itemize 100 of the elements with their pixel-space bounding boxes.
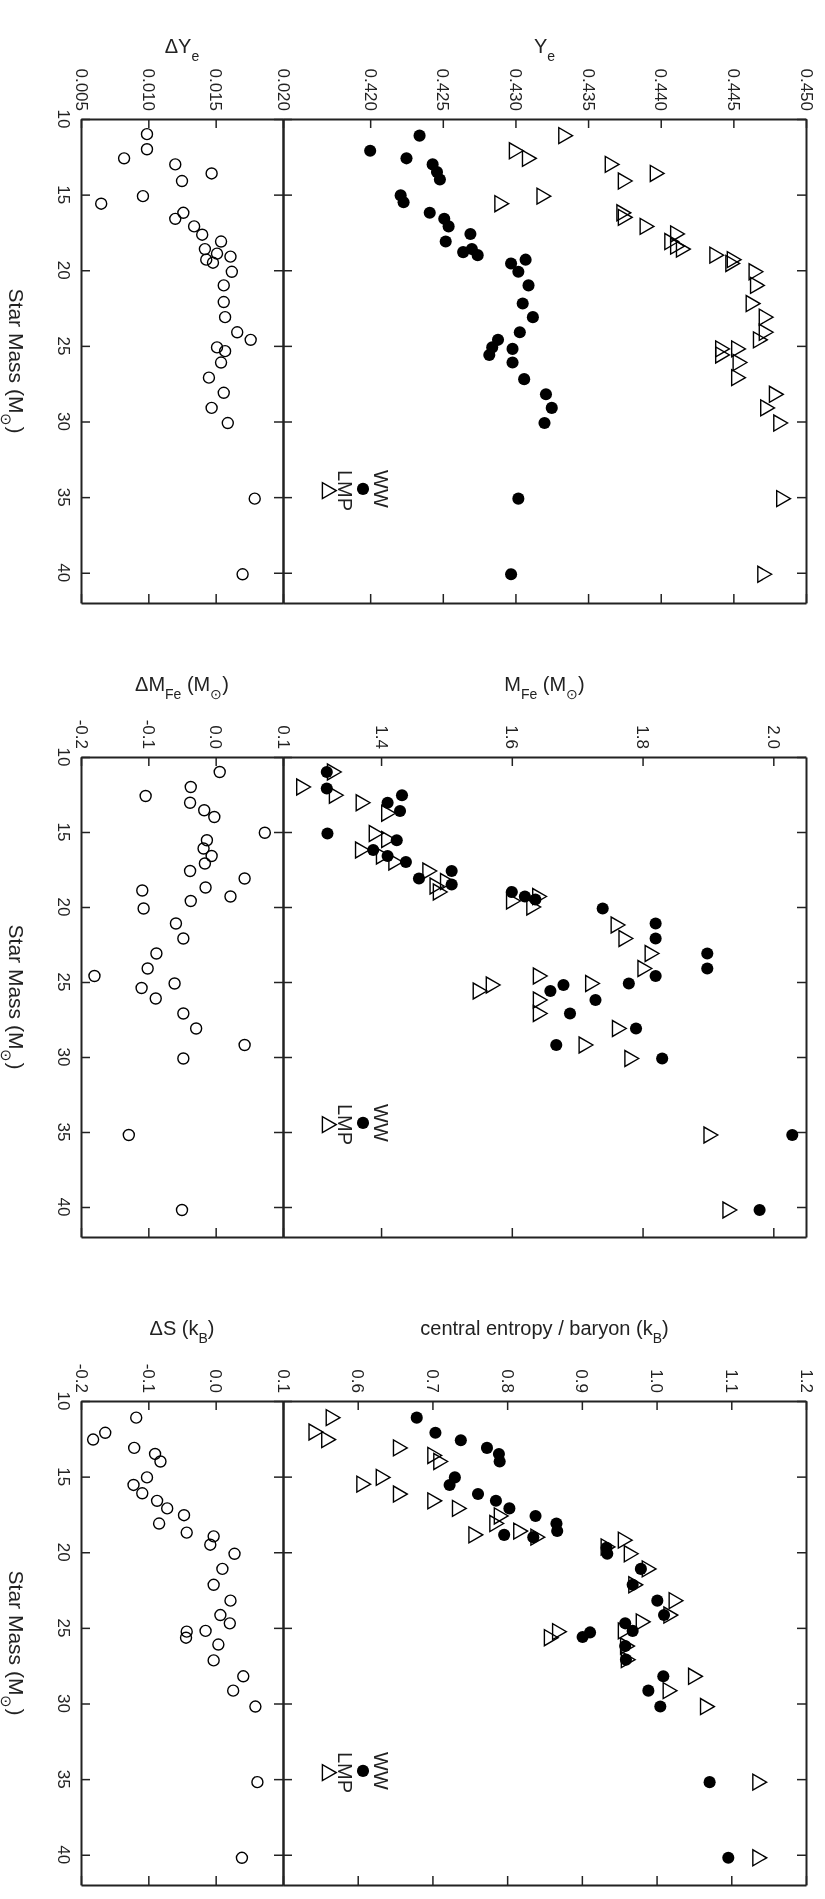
point	[88, 969, 101, 983]
x-tick-label: 2.0	[763, 725, 783, 749]
point	[503, 1502, 516, 1515]
point	[168, 977, 181, 990]
point	[749, 276, 766, 295]
point	[225, 265, 239, 278]
point	[730, 368, 747, 387]
point	[392, 1439, 408, 1457]
point	[656, 1052, 669, 1065]
point	[563, 1007, 577, 1020]
point	[664, 232, 680, 251]
point	[169, 917, 183, 930]
point	[714, 340, 731, 358]
y-tick-label: 40	[54, 1197, 73, 1217]
point	[624, 1049, 640, 1068]
point	[210, 341, 224, 354]
point	[205, 401, 218, 415]
y-tick-label: 35	[54, 487, 73, 507]
point	[472, 982, 488, 1000]
point	[175, 174, 189, 188]
point	[422, 862, 438, 880]
point	[445, 864, 458, 878]
point	[127, 1478, 140, 1492]
point	[526, 898, 542, 916]
point	[218, 344, 232, 358]
y-tick-label: 35	[54, 1122, 73, 1142]
point	[202, 371, 216, 384]
point	[522, 279, 535, 292]
point	[617, 172, 633, 190]
point	[251, 1775, 264, 1789]
point	[752, 1773, 768, 1791]
point	[669, 225, 686, 243]
point	[483, 348, 496, 361]
point	[623, 1545, 639, 1563]
point	[177, 1007, 190, 1020]
point	[137, 902, 150, 915]
point	[538, 416, 551, 430]
y-tick-label: 10	[54, 1391, 73, 1411]
point	[644, 944, 660, 963]
point	[505, 568, 518, 581]
legend-label: LMP	[334, 1104, 356, 1146]
x-tick-label: 0.425	[433, 68, 453, 111]
x-axis-title: ΔS (k$_{B}$)	[149, 1317, 215, 1346]
point	[355, 794, 371, 812]
point	[725, 254, 741, 273]
point	[753, 1203, 766, 1217]
point	[557, 978, 570, 992]
point	[237, 1670, 250, 1683]
point	[616, 204, 632, 222]
point	[429, 1426, 442, 1439]
point	[464, 227, 477, 240]
point	[235, 1851, 249, 1864]
point	[141, 962, 154, 975]
point	[217, 295, 230, 309]
x-tick-label: 0.435	[578, 68, 598, 111]
point	[399, 855, 412, 869]
point	[550, 1038, 563, 1052]
point	[177, 932, 190, 945]
x-axis-title: central entropy / baryon (k$_{B}$)	[420, 1317, 669, 1346]
point	[709, 246, 725, 264]
point	[471, 249, 484, 262]
y-tick-label: 25	[54, 1618, 73, 1638]
point	[226, 1684, 240, 1697]
point	[249, 1700, 262, 1713]
point	[325, 1408, 341, 1427]
point	[184, 894, 197, 908]
point	[617, 208, 633, 226]
point	[205, 167, 218, 180]
point	[208, 810, 221, 824]
x-tick-label: 1.4	[371, 725, 391, 749]
point	[506, 356, 519, 369]
point	[180, 1526, 193, 1539]
y-tick-label: 35	[54, 1769, 73, 1789]
x-tick-label: 0.430	[505, 68, 525, 111]
point	[657, 1670, 670, 1683]
x-tick-label: 0.1	[273, 1369, 293, 1393]
point	[726, 250, 742, 269]
point	[551, 1525, 564, 1538]
point	[189, 1022, 203, 1035]
point	[183, 796, 197, 809]
point	[518, 373, 531, 386]
point	[521, 149, 537, 167]
point	[248, 492, 261, 505]
point	[722, 1851, 735, 1864]
point	[180, 1625, 193, 1638]
x-axis-title: ΔM$_{Fe}$ (M$_{⊙}$)	[135, 673, 229, 702]
point	[651, 1594, 664, 1607]
point	[139, 789, 152, 803]
point	[668, 1591, 684, 1610]
point	[216, 1562, 229, 1576]
point	[413, 129, 426, 142]
x-tick-label: -0.1	[138, 1363, 158, 1393]
point	[454, 1434, 467, 1447]
x-tick-label: 1.2	[796, 1369, 816, 1393]
point	[617, 1531, 633, 1549]
point	[212, 1638, 225, 1651]
point	[400, 152, 413, 165]
point	[99, 1426, 112, 1439]
point	[217, 279, 230, 292]
point	[207, 1654, 220, 1667]
